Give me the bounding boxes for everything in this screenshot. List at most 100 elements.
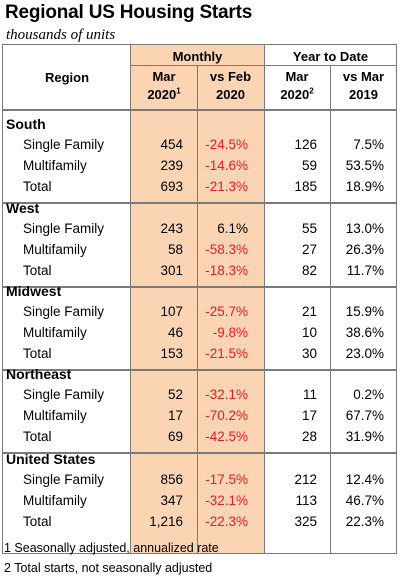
vs-mar-2019-cell: 0.2% (353, 387, 384, 402)
row-label: Single Family (23, 472, 105, 487)
ytd-2020-cell: 10 (301, 325, 317, 340)
ytd-2020-cell: 185 (294, 179, 317, 194)
ytd-2020-cell: 28 (301, 429, 317, 444)
vs-mar-2019-cell: 53.5% (345, 158, 384, 173)
ytd-2020-cell: 212 (294, 472, 317, 487)
chart-subtitle: thousands of units (6, 27, 116, 43)
vs-feb-2020-cell: -18.3% (205, 263, 248, 278)
mar-2020-cell: 239 (160, 158, 183, 173)
housing-starts-table: Monthly Year to Date Region Mar 20201 vs… (2, 44, 397, 554)
group-divider-line (3, 286, 397, 288)
mar-2020-monthly-header: Mar 20201 (147, 69, 181, 102)
group-header: West (6, 200, 40, 216)
row-label: Single Family (23, 304, 105, 319)
vs-feb-2020-cell: -21.3% (205, 179, 248, 194)
vs-feb-2020-cell: -21.5% (205, 346, 248, 361)
row-label: Multifamily (23, 493, 87, 508)
mar-2020-cell: 301 (160, 263, 183, 278)
vs-mar-2019-cell: 11.7% (346, 263, 384, 278)
vs-feb-2020-cell: -25.7% (205, 304, 248, 319)
column-divider (197, 65, 198, 553)
row-label: Multifamily (23, 158, 87, 173)
column-divider (130, 45, 131, 553)
mar-2020-cell: 856 (160, 472, 183, 487)
row-label: Multifamily (23, 242, 87, 257)
vs-mar-2019-cell: 12.4% (345, 472, 384, 487)
mar-2020-cell: 52 (167, 387, 183, 402)
row-label: Total (23, 429, 52, 444)
ytd-2020-cell: 30 (301, 346, 317, 361)
vs-feb-2020-cell: -32.1% (205, 387, 248, 402)
vs-mar-2019-cell: 18.9% (345, 179, 384, 194)
group-header: Northeast (6, 366, 72, 382)
ytd-2020-cell: 82 (301, 263, 317, 278)
ytd-2020-cell: 325 (294, 514, 317, 529)
row-label: Total (23, 263, 52, 278)
mar-2020-cell: 243 (160, 221, 183, 236)
ytd-2020-cell: 21 (301, 304, 317, 319)
ytd-2020-cell: 11 (302, 387, 317, 402)
group-divider-line (3, 202, 397, 204)
vs-mar-2019-cell: 38.6% (345, 325, 384, 340)
group-divider-line (3, 452, 397, 454)
ytd-group-header: Year to Date (292, 49, 369, 64)
mar-2020-cell: 58 (167, 242, 183, 257)
vs-mar-2019-cell: 26.3% (345, 242, 384, 257)
ytd-2020-cell: 126 (294, 137, 317, 152)
vs-mar-2019-cell: 67.7% (345, 408, 384, 423)
row-label: Total (23, 514, 52, 529)
mar-2020-cell: 693 (160, 179, 183, 194)
chart-title: Regional US Housing Starts (5, 2, 253, 23)
ytd-2020-cell: 55 (301, 221, 317, 236)
vs-feb-2020-cell: -70.2% (205, 408, 248, 423)
vs-feb-2020-cell: -32.1% (205, 493, 248, 508)
group-header: Midwest (6, 283, 62, 299)
row-label: Total (23, 179, 52, 194)
row-label: Single Family (23, 137, 105, 152)
group-divider-line (3, 369, 397, 371)
vs-feb-2020-cell: -14.6% (205, 158, 248, 173)
mar-2020-cell: 107 (160, 304, 183, 319)
row-label: Multifamily (23, 408, 87, 423)
mar-2020-cell: 153 (160, 346, 183, 361)
row-label: Total (23, 346, 52, 361)
header-bottom-line (3, 109, 397, 111)
vs-feb-2020-cell: -58.3% (205, 242, 248, 257)
row-label: Single Family (23, 387, 105, 402)
mar-2020-cell: 69 (167, 429, 183, 444)
vs-mar-2019-cell: 7.5% (353, 137, 384, 152)
vs-mar-2019-cell: 22.3% (345, 514, 384, 529)
vs-mar-2019-cell: 23.0% (345, 346, 384, 361)
vs-feb-2020-cell: -42.5% (205, 429, 248, 444)
vs-mar-2019-header: vs Mar 2019 (342, 69, 385, 102)
row-label: Multifamily (23, 325, 87, 340)
region-column-header: Region (44, 70, 90, 85)
vs-mar-2019-cell: 15.9% (345, 304, 384, 319)
vs-feb-2020-cell: -17.5% (205, 472, 248, 487)
ytd-2020-cell: 59 (301, 158, 317, 173)
mar-2020-cell: 347 (160, 493, 183, 508)
vs-mar-2019-cell: 31.9% (345, 429, 384, 444)
group-header: South (6, 116, 46, 132)
vs-feb-2020-header: vs Feb 2020 (209, 69, 252, 102)
column-divider (264, 45, 265, 553)
monthly-group-header: Monthly (172, 49, 223, 64)
group-header: United States (6, 451, 96, 467)
vs-feb-2020-cell: 6.1% (217, 221, 248, 236)
ytd-2020-cell: 27 (301, 242, 317, 257)
mar-2020-cell: 1,216 (149, 514, 183, 529)
mar-2020-cell: 46 (167, 325, 183, 340)
footnote-2: 2 Total starts, not seasonally adjusted (4, 561, 213, 575)
vs-feb-2020-cell: -9.8% (212, 325, 248, 340)
mar-2020-ytd-header: Mar 20202 (280, 69, 314, 102)
ytd-2020-cell: 113 (295, 493, 317, 508)
vs-mar-2019-cell: 46.7% (345, 493, 384, 508)
vs-feb-2020-cell: -24.5% (205, 137, 248, 152)
footnote-1: 1 Seasonally adjusted, annualized rate (4, 541, 219, 555)
ytd-2020-cell: 17 (301, 408, 317, 423)
vs-mar-2019-cell: 13.0% (345, 221, 384, 236)
column-divider (330, 65, 331, 553)
mar-2020-cell: 454 (160, 137, 183, 152)
row-label: Single Family (23, 221, 105, 236)
vs-feb-2020-cell: -22.3% (205, 514, 248, 529)
